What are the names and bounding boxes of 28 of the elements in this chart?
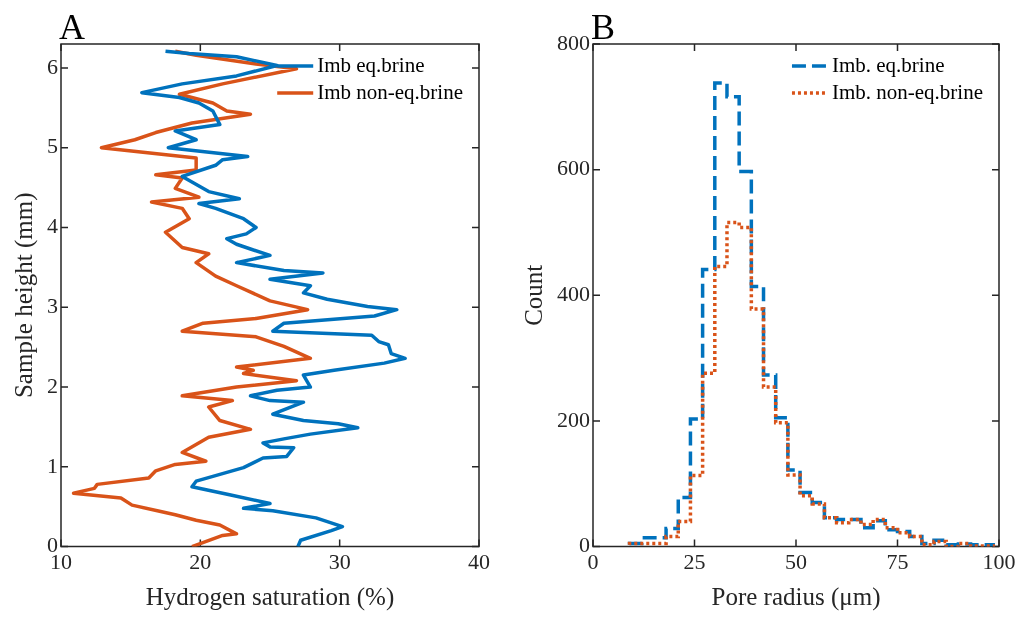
y-tick-label: 2 — [47, 372, 58, 398]
y-tick-label: 0 — [579, 532, 590, 558]
legend-label: Imb. eq.brine — [831, 52, 945, 77]
y-tick-label: 6 — [47, 53, 58, 79]
x-axis-title: Pore radius (μm) — [711, 582, 881, 611]
chart-title: B — [591, 7, 616, 48]
y-axis-title: Count — [519, 264, 547, 326]
y-tick-label: 4 — [47, 213, 58, 239]
x-tick-label: 100 — [982, 548, 1016, 574]
legend-label: Imb. non-eq.brine — [831, 79, 984, 104]
y-tick-label: 400 — [557, 281, 590, 307]
x-tick-label: 30 — [328, 548, 351, 574]
x-tick-label: 50 — [785, 548, 807, 574]
x-axis-title: Hydrogen saturation (%) — [145, 582, 395, 611]
x-tick-label: 40 — [468, 548, 490, 574]
y-tick-label: 200 — [557, 406, 590, 432]
legend-label: Imb eq.brine — [317, 52, 425, 77]
legend-label: Imb non-eq.brine — [317, 79, 464, 104]
y-tick-label: 800 — [557, 29, 590, 55]
x-tick-label: 20 — [189, 548, 212, 574]
x-tick-label: 25 — [683, 548, 706, 574]
chart-title: A — [59, 7, 85, 48]
y-tick-label: 1 — [47, 452, 58, 478]
y-tick-label: 5 — [47, 133, 58, 159]
y-tick-label: 3 — [47, 293, 58, 319]
x-tick-label: 75 — [886, 548, 909, 574]
y-tick-label: 600 — [557, 155, 590, 181]
y-axis-title: Sample height (mm) — [9, 192, 38, 399]
